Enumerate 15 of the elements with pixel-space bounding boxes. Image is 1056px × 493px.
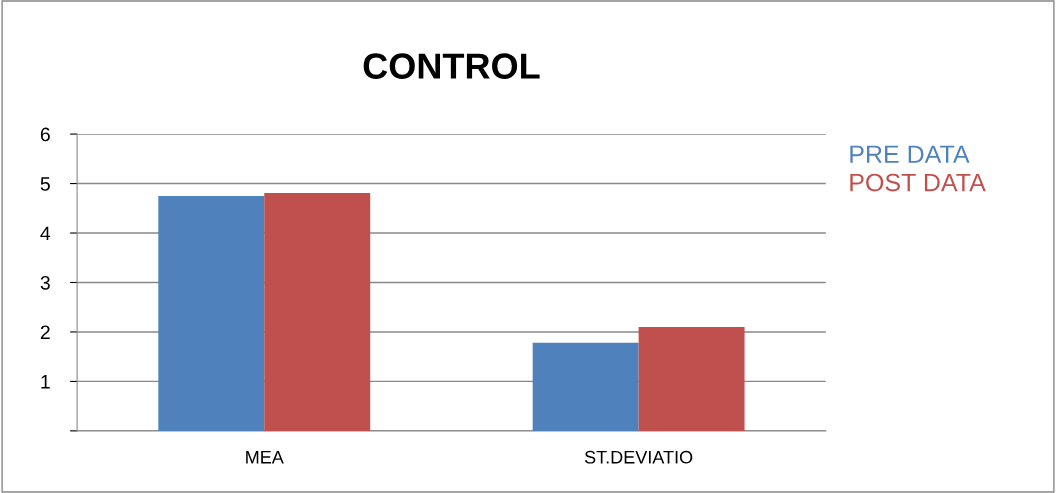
chart-title: CONTROL <box>363 53 540 79</box>
y-tick-label: 4 <box>40 226 51 241</box>
bar <box>638 327 745 431</box>
bar <box>158 195 265 431</box>
text: PRE DATA <box>850 145 970 163</box>
text: POST DATA <box>850 173 986 192</box>
y-tick-label: 3 <box>40 275 50 290</box>
y-tick-label: 2 <box>40 325 50 339</box>
bar <box>532 342 639 431</box>
y-tick-label: 5 <box>40 177 50 191</box>
bar <box>264 192 371 431</box>
y-tick-label: 6 <box>40 127 50 142</box>
x-tick-label: ST.DEVIATIO <box>584 450 693 464</box>
y-tick-label: 1 <box>41 375 50 389</box>
x-tick-label: MEA <box>246 450 284 464</box>
